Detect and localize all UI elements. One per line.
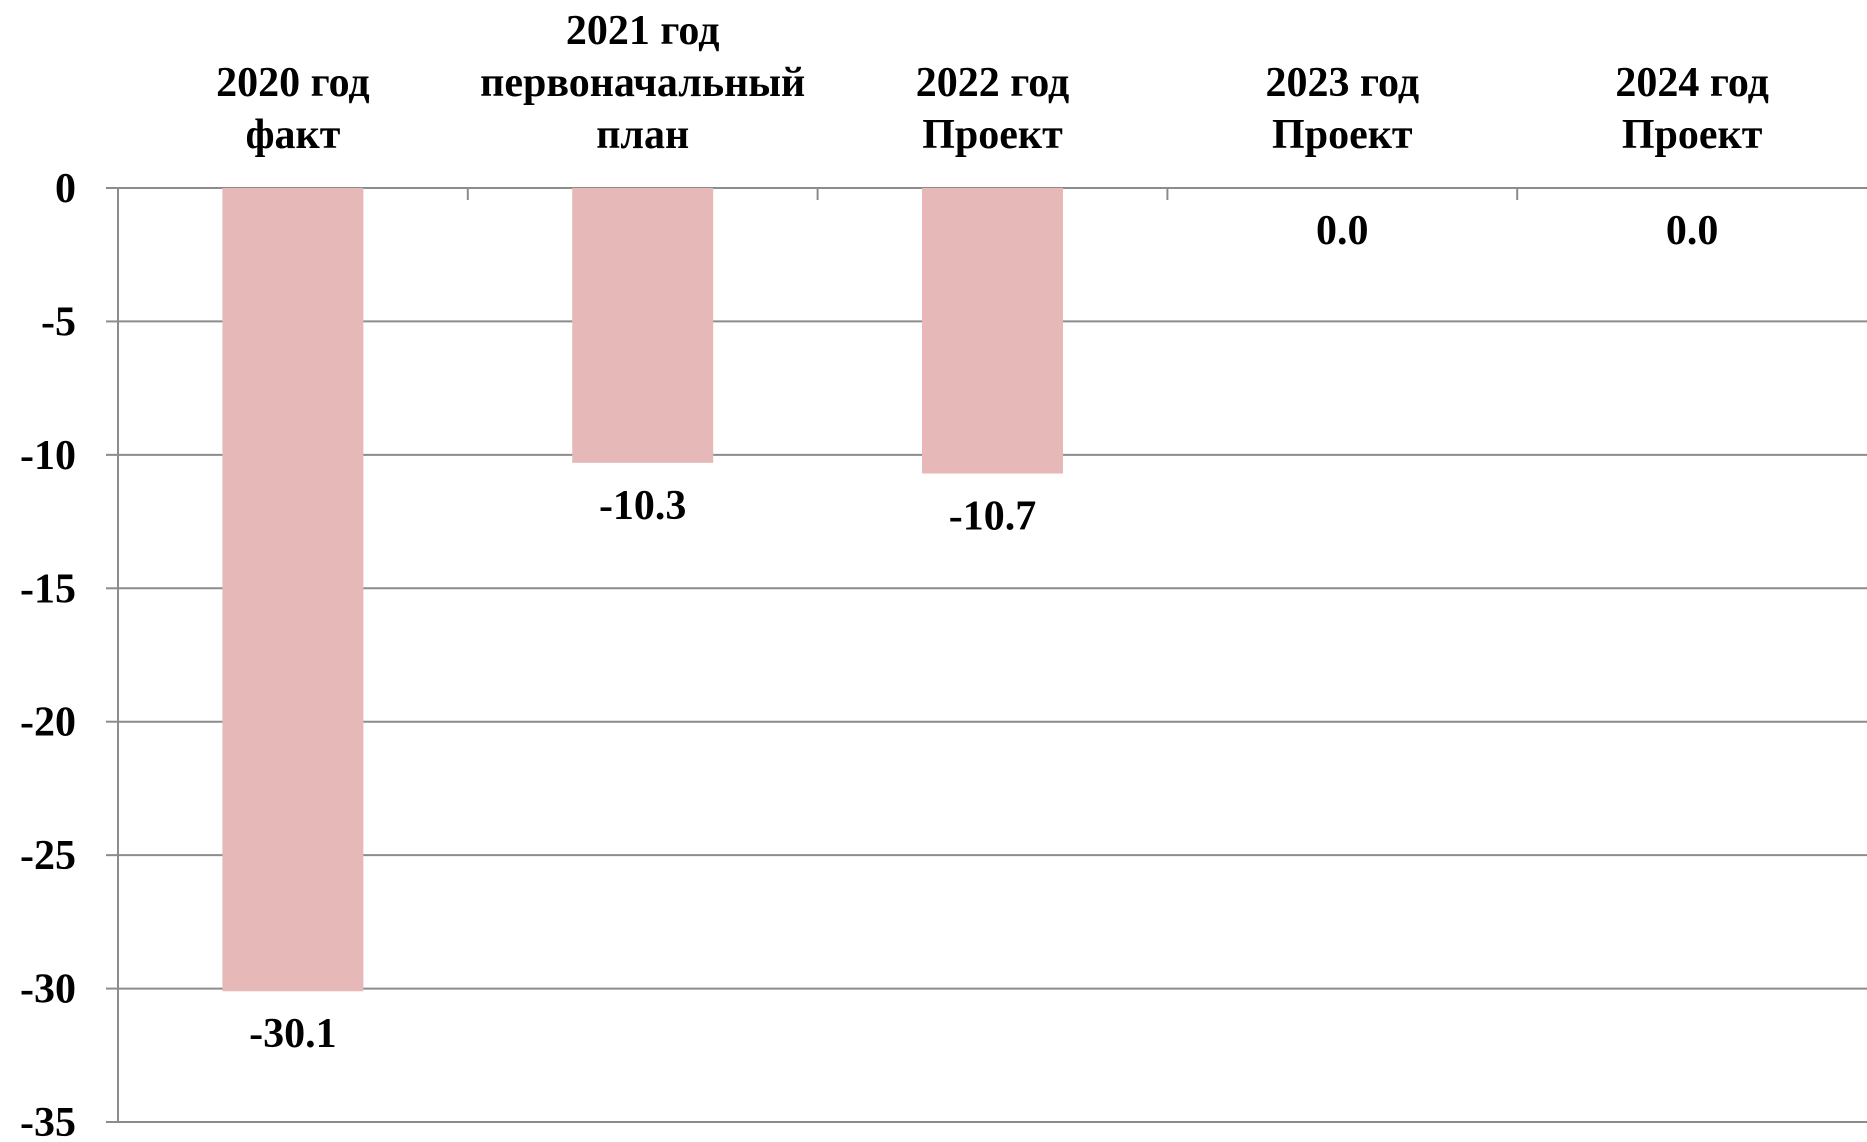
bars [222, 188, 1063, 992]
y-tick-label: -10 [20, 433, 76, 479]
data-label: -30.1 [249, 1011, 337, 1057]
category-label: 2022 год Проект [916, 60, 1070, 158]
category-label-line: факт [245, 112, 340, 158]
category-label-line: 2021 год [566, 8, 720, 54]
category-label-line: Проект [922, 112, 1063, 158]
category-label-line: 2023 год [1266, 60, 1420, 106]
y-tick-label: -30 [20, 967, 76, 1013]
data-label: 0.0 [1666, 208, 1719, 254]
category-label: 2024 год Проект [1615, 60, 1769, 158]
category-label-line: 2024 год [1615, 60, 1769, 106]
category-label-line: Проект [1272, 112, 1413, 158]
bar [222, 188, 364, 992]
axes [106, 187, 1519, 1123]
y-tick-label: -5 [41, 299, 76, 345]
data-label: -10.7 [949, 494, 1037, 540]
category-label-line: первоначальный [480, 60, 805, 106]
y-tick-label: -20 [20, 700, 76, 746]
data-label: -10.3 [599, 483, 687, 529]
category-label-line: план [596, 112, 689, 158]
category-label-line: 2022 год [916, 60, 1070, 106]
category-label: 2021 год первоначальный план [480, 8, 805, 158]
labels: 0 -5 -10 -15 -20 -25 -30 -35 -30.1 2020 год факт -1… [20, 8, 1769, 1142]
y-tick-label: -25 [20, 833, 76, 879]
y-tick-label: 0 [55, 166, 76, 212]
category-label: 2023 год Проект [1266, 60, 1420, 158]
y-tick-label: -35 [20, 1100, 76, 1142]
category-label-line: Проект [1622, 112, 1763, 158]
bar [922, 188, 1063, 474]
category-label-line: 2020 год [216, 60, 370, 106]
data-label: 0.0 [1316, 208, 1369, 254]
y-tick-label: -15 [20, 566, 76, 612]
bar [572, 188, 714, 463]
category-label: 2020 год факт [216, 60, 370, 158]
